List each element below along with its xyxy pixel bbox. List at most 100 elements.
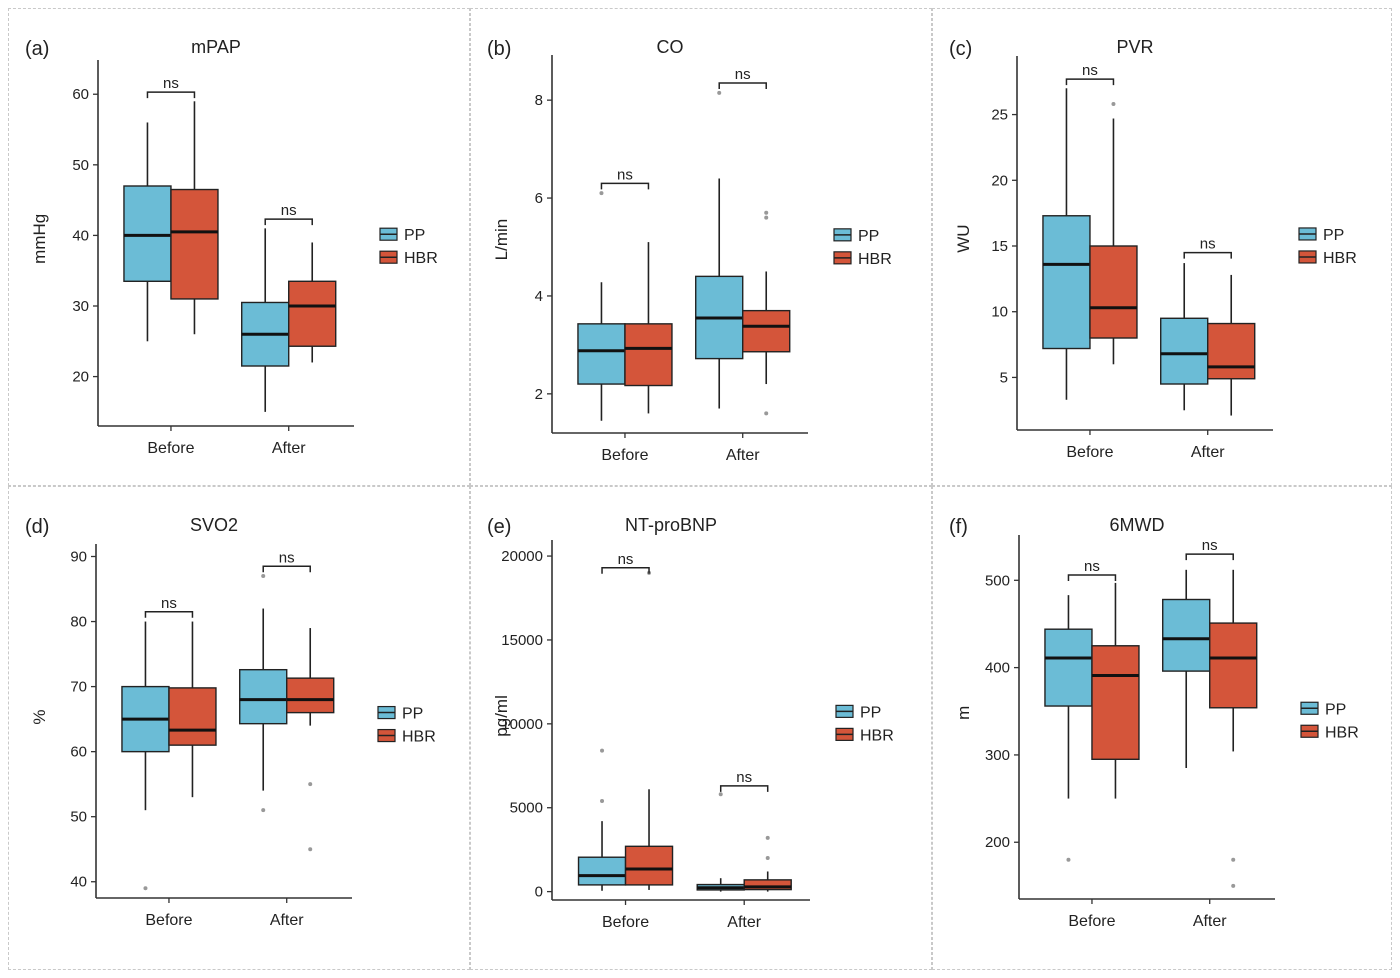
significance-label: ns	[163, 75, 179, 92]
legend-item-pp: PP	[377, 706, 423, 723]
panel-f: (f) 6MWD m 200 300 400 500 Before After ns ns PP HBR	[932, 486, 1392, 970]
box-pp-after	[1162, 569, 1211, 769]
panel-label: (c)	[949, 38, 972, 60]
legend-item-hbr: HBR	[833, 251, 892, 268]
y-tick-label: 15	[991, 238, 1008, 255]
significance-label: ns	[1084, 558, 1100, 575]
significance-label: ns	[1202, 537, 1218, 554]
y-axis-label: %	[30, 709, 49, 724]
chart-svg: (e) NT-proBNP pg/ml 0 5000 10000 15000 20000 Bef…	[487, 515, 894, 931]
legend-label: PP	[1325, 701, 1346, 718]
legend-label: HBR	[1323, 250, 1357, 267]
significance-bracket	[1183, 251, 1232, 259]
outlier-point	[261, 574, 266, 579]
box-hbr-before	[1091, 582, 1140, 799]
chart-svg: (a) mPAP mmHg 20 30 40 50 60 Before After ns ns PP HB…	[25, 37, 438, 457]
box-pp-before	[1044, 595, 1093, 862]
chart-svg: (b) CO L/min 2 4 6 8 Before After ns ns PP HBR	[487, 37, 892, 464]
outlier-point	[600, 799, 605, 804]
legend-label: HBR	[858, 251, 892, 268]
box-pp-before	[1042, 88, 1091, 400]
box-pp-after	[241, 228, 290, 412]
outlier-point	[1111, 102, 1116, 107]
outlier-point	[308, 847, 313, 852]
box-hbr-after	[743, 835, 792, 892]
y-tick-label: 50	[70, 809, 87, 826]
x-tick-label: After	[272, 440, 306, 457]
box-iqr	[742, 309, 791, 353]
box-iqr	[123, 185, 172, 282]
chart-title: PVR	[1116, 37, 1153, 57]
box-iqr	[624, 845, 674, 886]
box-pp-after	[695, 90, 744, 409]
chart-svg: (f) 6MWD m 200 300 400 500 Before After ns ns PP HBR	[949, 515, 1359, 930]
legend-label: PP	[860, 704, 881, 721]
legend-item-pp: PP	[379, 227, 425, 244]
box-iqr	[743, 879, 792, 891]
y-tick-label: 10	[991, 304, 1008, 321]
chart-svg: (d) SVO2% 40 50 60 70 80 90 Before After ns ns PP HBR	[25, 515, 436, 929]
x-tick-label: Before	[1068, 913, 1115, 930]
legend-label: PP	[858, 228, 879, 245]
legend-label: PP	[402, 706, 423, 723]
significance-label: ns	[736, 769, 752, 786]
legend-item-pp: PP	[833, 228, 879, 245]
y-tick-label: 500	[985, 572, 1010, 589]
legend-item-pp: PP	[835, 704, 881, 721]
box-hbr-before	[624, 242, 673, 414]
outlier-point	[718, 792, 723, 797]
y-tick-label: 80	[70, 614, 87, 631]
chart-title: CO	[657, 37, 684, 57]
panel-e: (e) NT-proBNP pg/ml 0 5000 10000 15000 20000 Bef…	[470, 486, 932, 970]
box-hbr-after	[1207, 274, 1256, 416]
y-axis-label: pg/ml	[492, 695, 511, 737]
y-axis-label: L/min	[492, 219, 511, 261]
y-tick-label: 15000	[501, 632, 543, 649]
legend-item-pp: PP	[1300, 701, 1346, 718]
legend-label: HBR	[860, 727, 894, 744]
outlier-point	[764, 210, 769, 215]
box-hbr-after	[288, 242, 337, 363]
y-tick-label: 8	[535, 92, 543, 109]
legend-item-hbr: HBR	[377, 729, 436, 746]
box-pp-before	[123, 122, 172, 342]
significance-bracket	[600, 182, 650, 190]
box-iqr	[624, 323, 673, 387]
y-axis-label: WU	[954, 224, 973, 252]
chart-title: 6MWD	[1110, 515, 1165, 535]
y-tick-label: 4	[535, 288, 543, 305]
significance-bracket	[1185, 553, 1234, 561]
y-tick-label: 90	[70, 549, 87, 566]
significance-label: ns	[279, 549, 295, 566]
box-iqr	[1042, 215, 1091, 350]
box-hbr-before	[624, 570, 674, 890]
legend-item-hbr: HBR	[1300, 724, 1359, 741]
box-iqr	[1207, 322, 1256, 380]
significance-bracket	[262, 565, 311, 573]
box-iqr	[288, 280, 337, 347]
y-tick-label: 60	[70, 744, 87, 761]
legend-item-hbr: HBR	[1298, 250, 1357, 267]
box-pp-after	[696, 792, 745, 892]
box-iqr	[168, 687, 217, 746]
box-pp-before	[121, 621, 170, 891]
significance-bracket	[718, 82, 767, 90]
box-iqr	[577, 856, 627, 886]
legend-label: HBR	[1325, 724, 1359, 741]
outlier-point	[764, 411, 769, 416]
box-hbr-before	[170, 101, 219, 335]
significance-label: ns	[281, 202, 297, 219]
legend-label: HBR	[402, 729, 436, 746]
legend-label: HBR	[404, 250, 438, 267]
x-tick-label: Before	[145, 912, 192, 929]
x-tick-label: Before	[147, 440, 194, 457]
box-pp-before	[577, 191, 626, 421]
box-hbr-after	[742, 210, 791, 416]
significance-label: ns	[1200, 236, 1216, 253]
box-hbr-after	[286, 628, 335, 852]
outlier-point	[600, 748, 605, 753]
significance-bracket	[1065, 78, 1115, 86]
y-tick-label: 60	[72, 86, 89, 103]
chart-title: SVO2	[190, 515, 238, 535]
